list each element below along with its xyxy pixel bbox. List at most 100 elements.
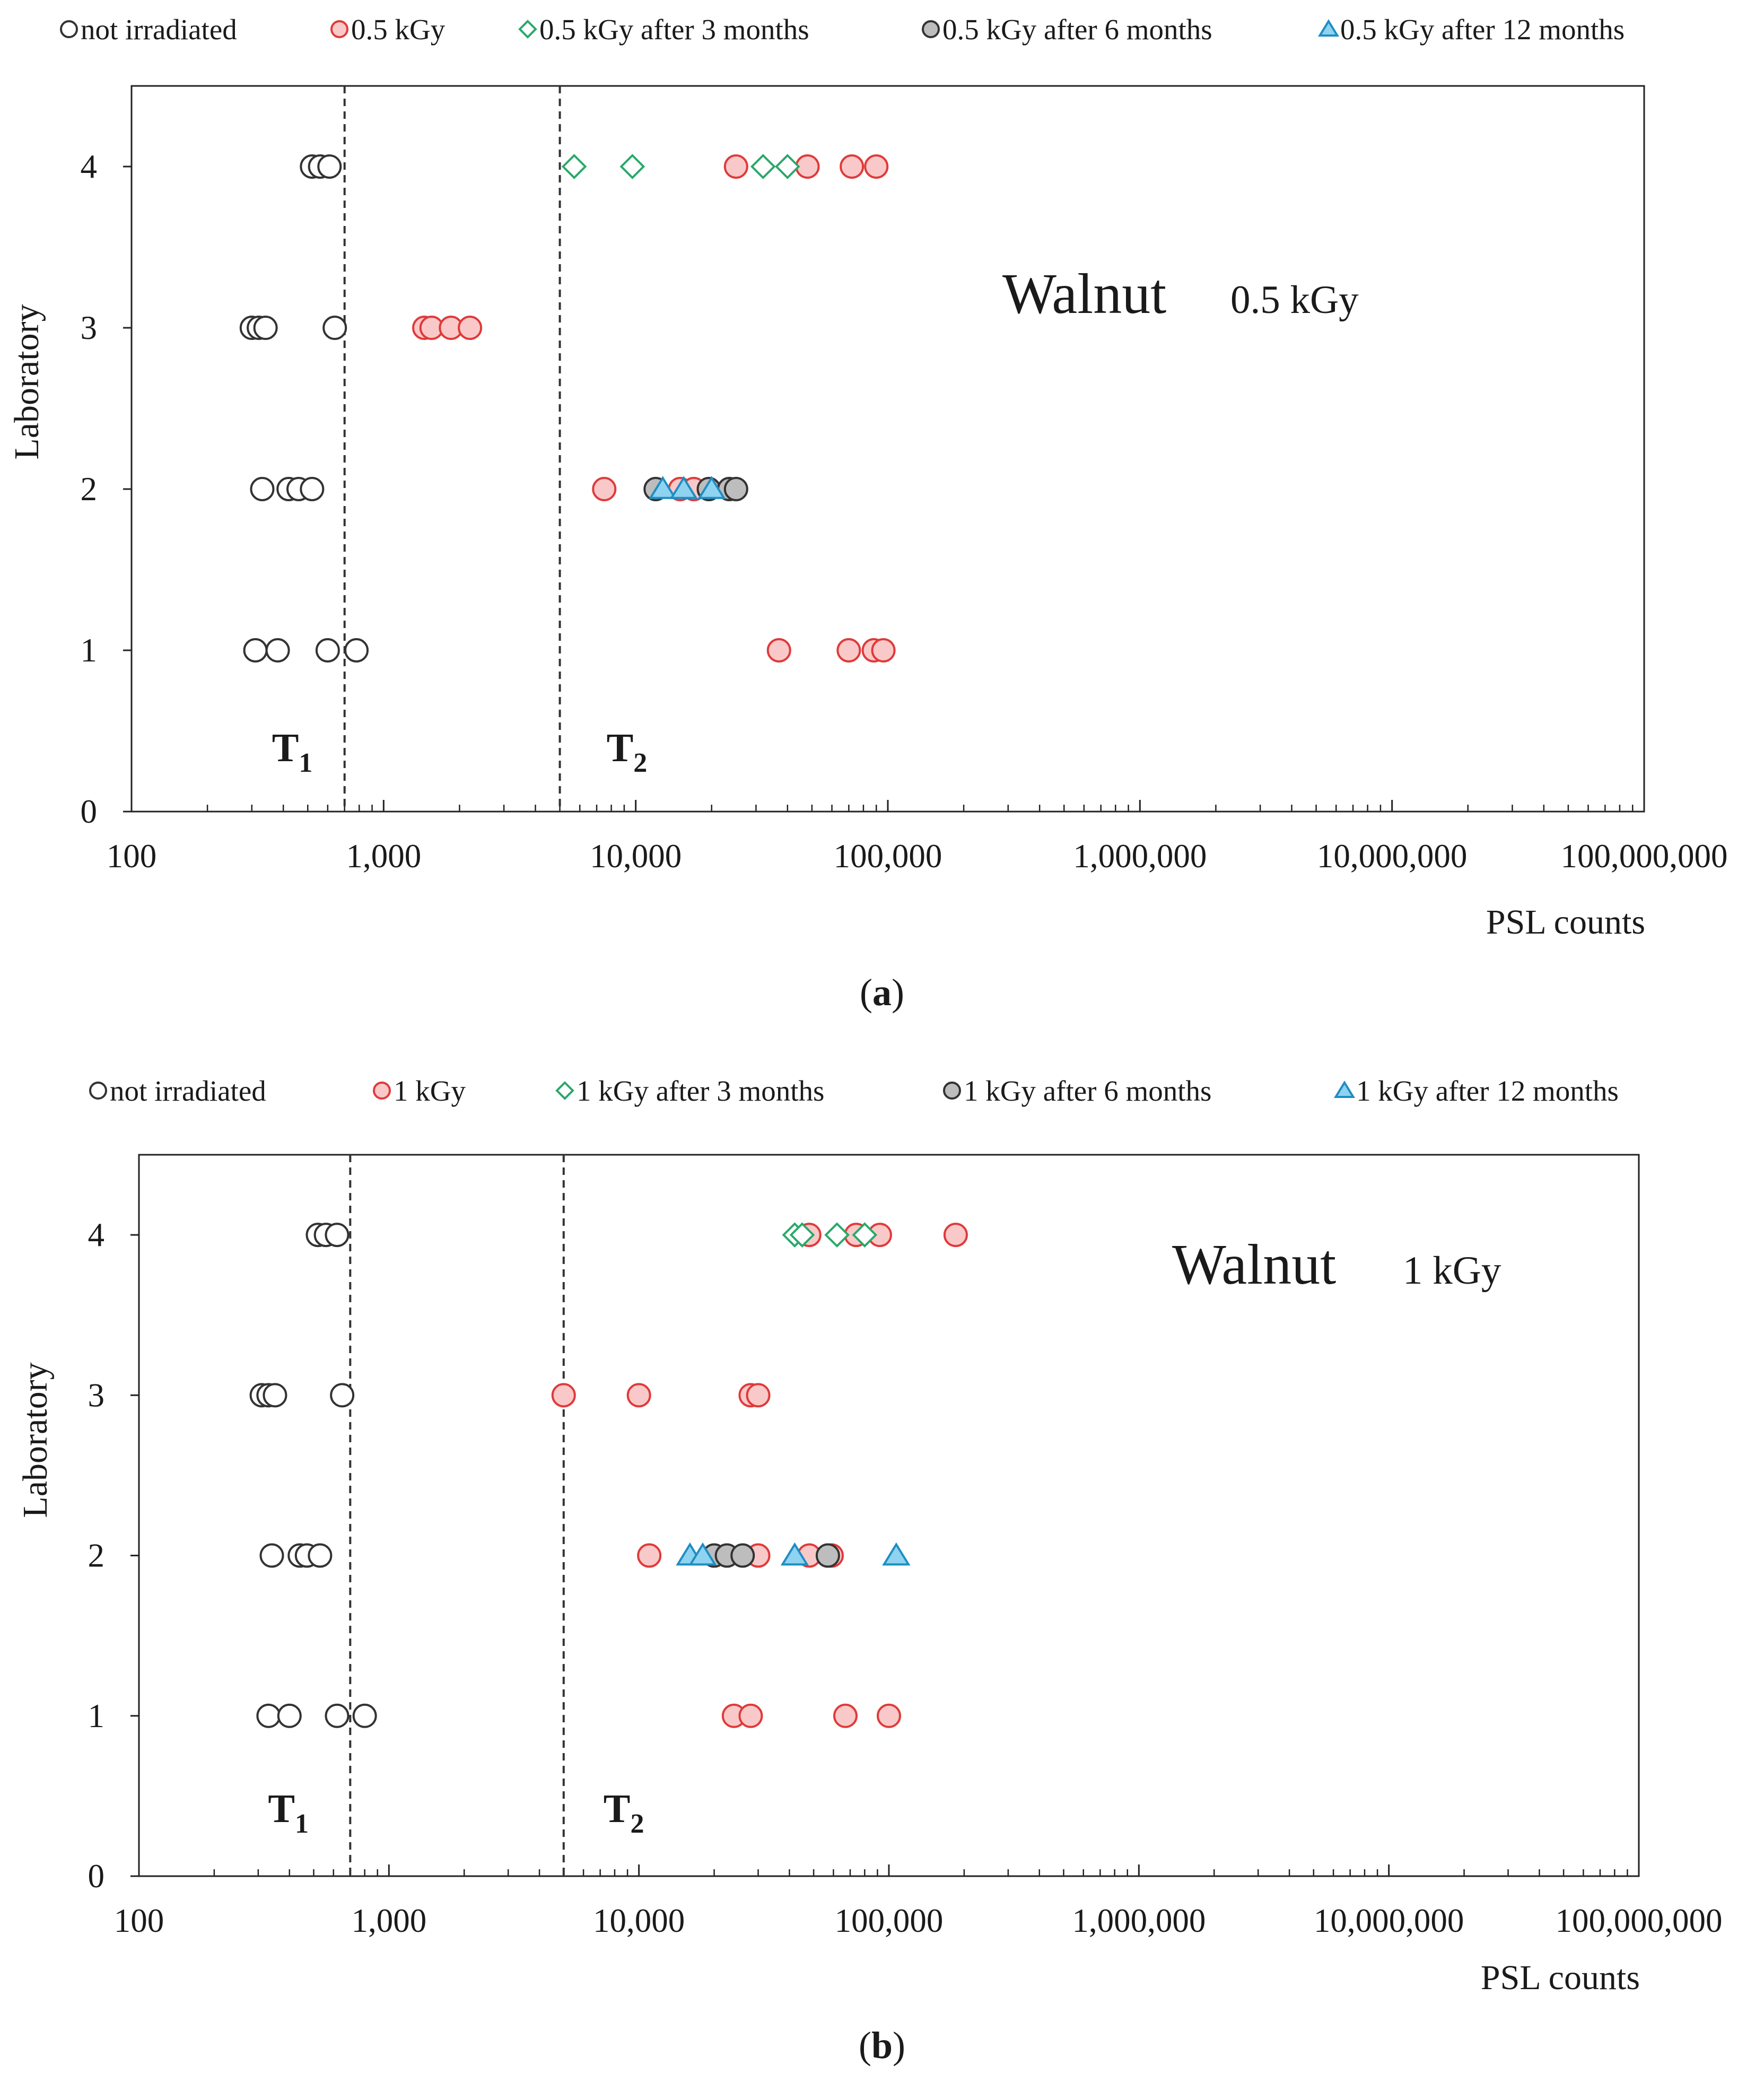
y-tick-label: 3 <box>88 1376 105 1414</box>
data-point <box>746 1383 771 1408</box>
legend-entry: 0.5 kGy after 6 months <box>922 13 1212 46</box>
plot-area <box>130 85 1645 813</box>
x-axis-label: PSL counts <box>1481 1958 1640 1997</box>
data-point <box>315 638 340 663</box>
legend-entry: 0.5 kGy <box>330 13 446 46</box>
legend-marker <box>89 1082 107 1100</box>
series-1 <box>551 1223 968 1728</box>
data-point <box>836 638 861 663</box>
data-point <box>730 1543 755 1568</box>
legend-label: not irradiated <box>81 13 237 46</box>
y-tick-label: 2 <box>88 1537 105 1574</box>
panel-b: 100 1,000 10,000 100,000 1,000,000 10,000,000… <box>16 1075 1723 2067</box>
data-point <box>330 1383 355 1408</box>
data-point <box>250 477 275 501</box>
threshold-label-T2: T2 <box>607 726 648 778</box>
data-point <box>738 1703 763 1728</box>
legend-label: not irradiated <box>110 1075 266 1107</box>
y-tick-label: 1 <box>88 1697 105 1735</box>
legend-marker <box>1317 19 1340 37</box>
annotation-dose: 1 kGy <box>1403 1249 1501 1293</box>
x-tick-label: 100 <box>114 1902 164 1939</box>
data-point <box>253 316 278 340</box>
data-point <box>626 1383 651 1408</box>
x-tick-label: 1,000 <box>346 838 421 875</box>
legend-entry: 1 kGy after 6 months <box>943 1075 1211 1107</box>
data-point <box>458 316 483 340</box>
data-point <box>723 154 748 179</box>
annotation-title: Walnut <box>1002 263 1166 326</box>
annotation-title: Walnut <box>1172 1233 1336 1296</box>
legend-marker <box>555 1081 574 1100</box>
data-point <box>322 316 347 340</box>
x-axis-label: PSL counts <box>1486 903 1645 942</box>
data-point <box>669 476 698 499</box>
series-2 <box>782 1222 878 1248</box>
x-tick-label: 10,000 <box>593 1902 685 1939</box>
legend-marker <box>518 20 537 39</box>
data-point <box>619 154 645 179</box>
data-point <box>561 154 587 179</box>
data-point <box>871 638 896 663</box>
annotation-dose: 0.5 kGy <box>1230 278 1359 322</box>
data-point <box>551 1383 576 1408</box>
legend-entry: not irradiated <box>60 13 237 46</box>
legend-label: 1 kGy <box>394 1075 466 1107</box>
data-point <box>766 638 791 663</box>
x-tick-label: 100,000,000 <box>1561 838 1728 875</box>
data-point <box>637 1543 662 1568</box>
x-tick-label: 100,000,000 <box>1556 1902 1723 1939</box>
data-point <box>833 1703 858 1728</box>
legend-entry: not irradiated <box>89 1075 266 1107</box>
data-point <box>259 1543 284 1568</box>
data-point <box>265 638 290 663</box>
data-point <box>750 154 776 179</box>
data-point <box>648 476 677 499</box>
threshold-label-T1: T1 <box>272 726 313 778</box>
data-point <box>592 477 617 501</box>
legend-entry: 1 kGy <box>373 1075 466 1107</box>
y-axis-label: Laboratory <box>7 304 46 459</box>
legend-label: 0.5 kGy after 12 months <box>1340 13 1625 46</box>
data-point <box>877 1703 901 1728</box>
data-point <box>789 1222 815 1248</box>
series-4 <box>648 476 726 499</box>
y-tick-label: 0 <box>81 793 98 830</box>
data-point <box>263 1383 287 1408</box>
data-point <box>256 1703 281 1728</box>
legend-label: 0.5 kGy <box>351 13 446 46</box>
legend-label: 1 kGy after 3 months <box>577 1075 824 1107</box>
legend-entry: 0.5 kGy after 12 months <box>1317 13 1625 46</box>
threshold-label-T2: T2 <box>604 1787 644 1839</box>
y-tick-label: 3 <box>81 309 98 346</box>
y-tick-label: 2 <box>81 470 98 508</box>
legend-label: 0.5 kGy after 3 months <box>539 13 809 46</box>
threshold-label-T1: T1 <box>268 1787 309 1839</box>
y-tick-label: 4 <box>88 1216 105 1253</box>
x-tick-label: 1,000,000 <box>1072 1902 1206 1939</box>
series-4 <box>676 1542 911 1566</box>
panel-caption: (a) <box>860 971 904 1014</box>
legend-marker <box>922 20 940 38</box>
data-point <box>840 154 864 179</box>
y-tick-label: 0 <box>88 1858 105 1895</box>
legend-entry: 1 kGy after 12 months <box>1333 1075 1619 1107</box>
legend-entry: 0.5 kGy after 3 months <box>518 13 809 46</box>
data-point <box>277 1703 302 1728</box>
legend-marker <box>1333 1080 1356 1098</box>
series-2 <box>561 154 800 179</box>
x-tick-label: 100,000 <box>835 1902 944 1939</box>
data-point <box>300 477 325 501</box>
data-point <box>943 1223 968 1248</box>
data-point <box>344 638 369 663</box>
legend-marker <box>330 20 348 38</box>
data-point <box>697 476 726 499</box>
panel-a: 100 1,000 10,000 100,000 1,000,000 10,000,000… <box>7 13 1728 1014</box>
data-point <box>852 1222 878 1248</box>
data-point <box>723 477 748 501</box>
data-point <box>308 1543 333 1568</box>
legend-marker <box>373 1082 391 1100</box>
data-point <box>352 1703 377 1728</box>
data-point <box>824 1222 850 1248</box>
